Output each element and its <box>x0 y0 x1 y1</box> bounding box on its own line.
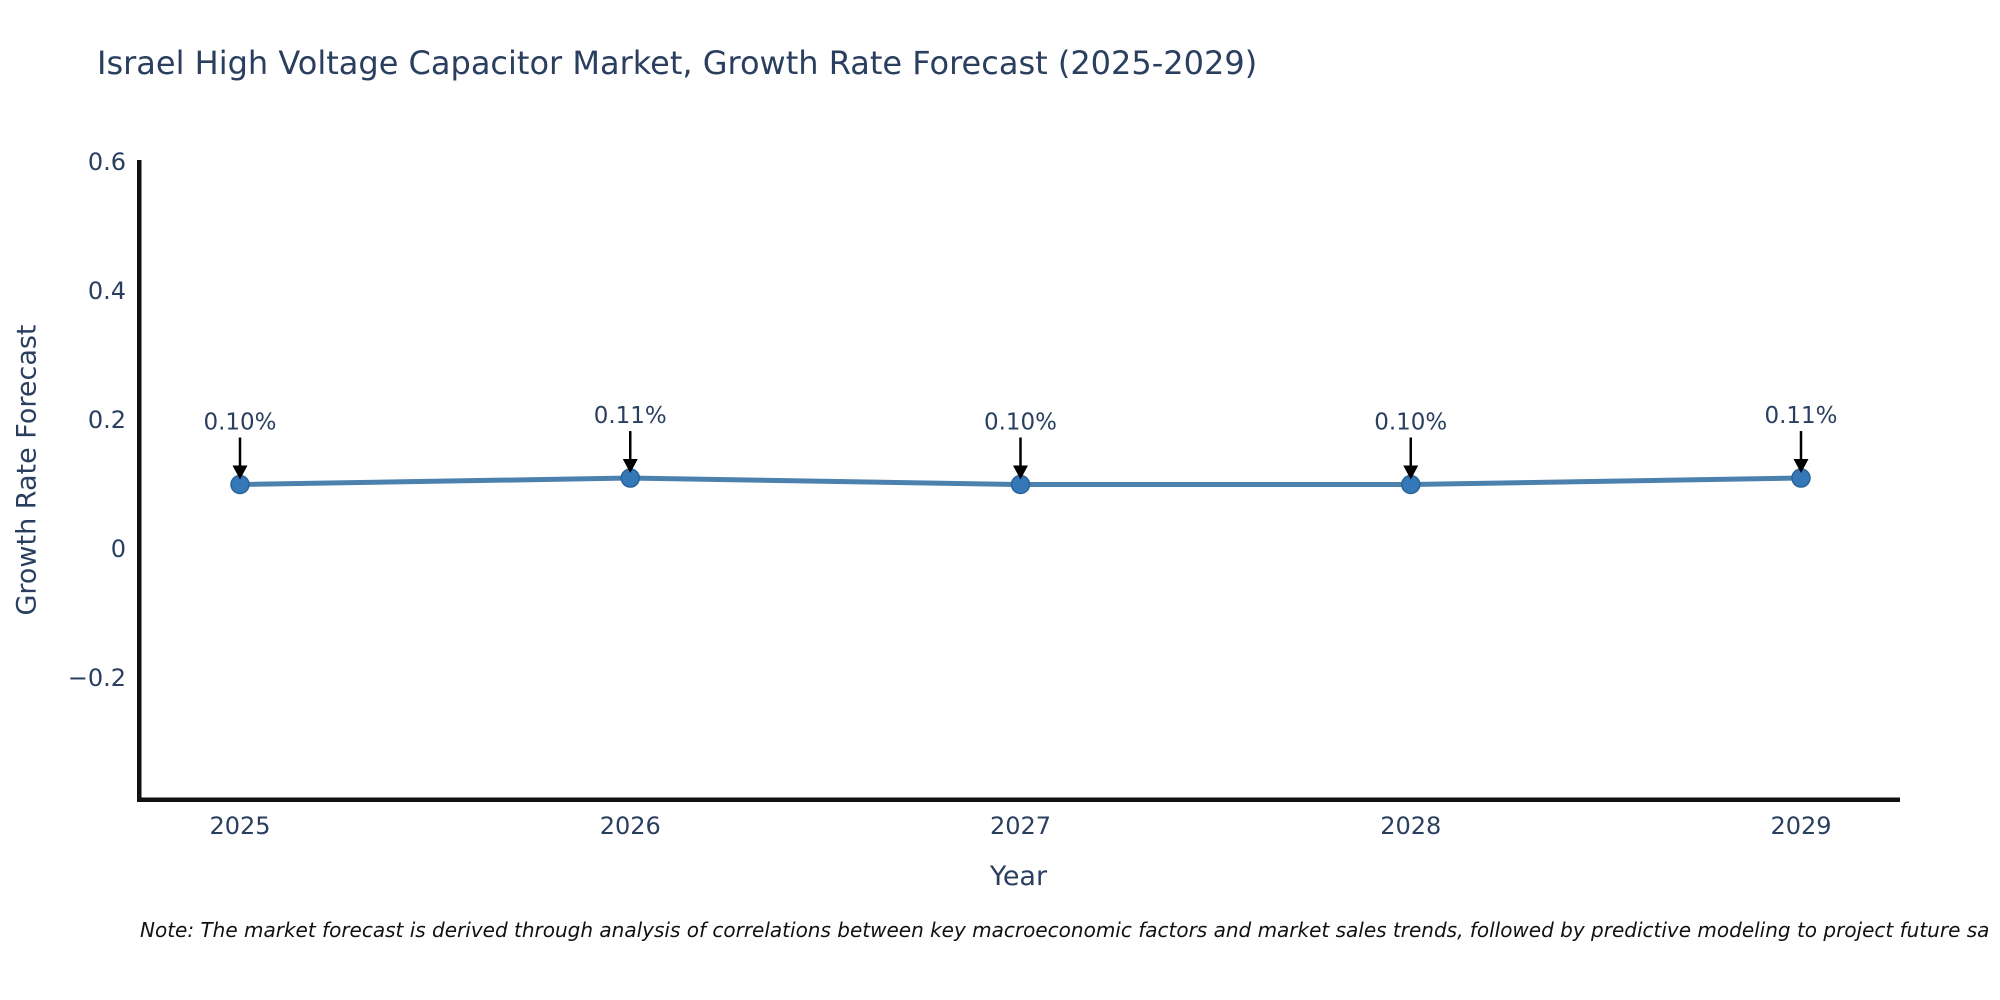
chart-title: Israel High Voltage Capacitor Market, Gr… <box>97 44 1258 82</box>
y-tick-label: 0.2 <box>88 406 126 434</box>
x-tick-label: 2025 <box>209 812 270 840</box>
y-axis-spine <box>137 160 142 802</box>
x-axis-spine <box>137 797 1900 802</box>
annotation-arrowhead <box>1403 465 1419 480</box>
footnote: Note: The market forecast is derived thr… <box>140 918 1990 942</box>
annotation-arrowhead <box>622 459 638 474</box>
y-tick-label: 0.4 <box>88 277 126 305</box>
x-tick-label: 2028 <box>1380 812 1441 840</box>
annotation-label: 0.10% <box>984 410 1057 436</box>
x-axis-title: Year <box>989 861 1048 892</box>
annotation-arrowhead <box>1793 459 1809 474</box>
y-tick-label: 0 <box>111 535 126 563</box>
annotation-arrowhead <box>1013 465 1028 480</box>
x-tick-label: 2029 <box>1770 812 1831 840</box>
annotation-label: 0.11% <box>594 403 667 429</box>
annotation-label: 0.10% <box>203 410 276 436</box>
y-tick-label: 0.6 <box>88 148 126 176</box>
annotation-label: 0.10% <box>1374 410 1447 436</box>
y-tick-label: −0.2 <box>68 664 126 692</box>
x-tick-label: 2026 <box>600 812 661 840</box>
annotation-label: 0.11% <box>1764 403 1837 429</box>
annotation-arrowhead <box>232 465 248 480</box>
x-tick-label: 2027 <box>990 812 1051 840</box>
